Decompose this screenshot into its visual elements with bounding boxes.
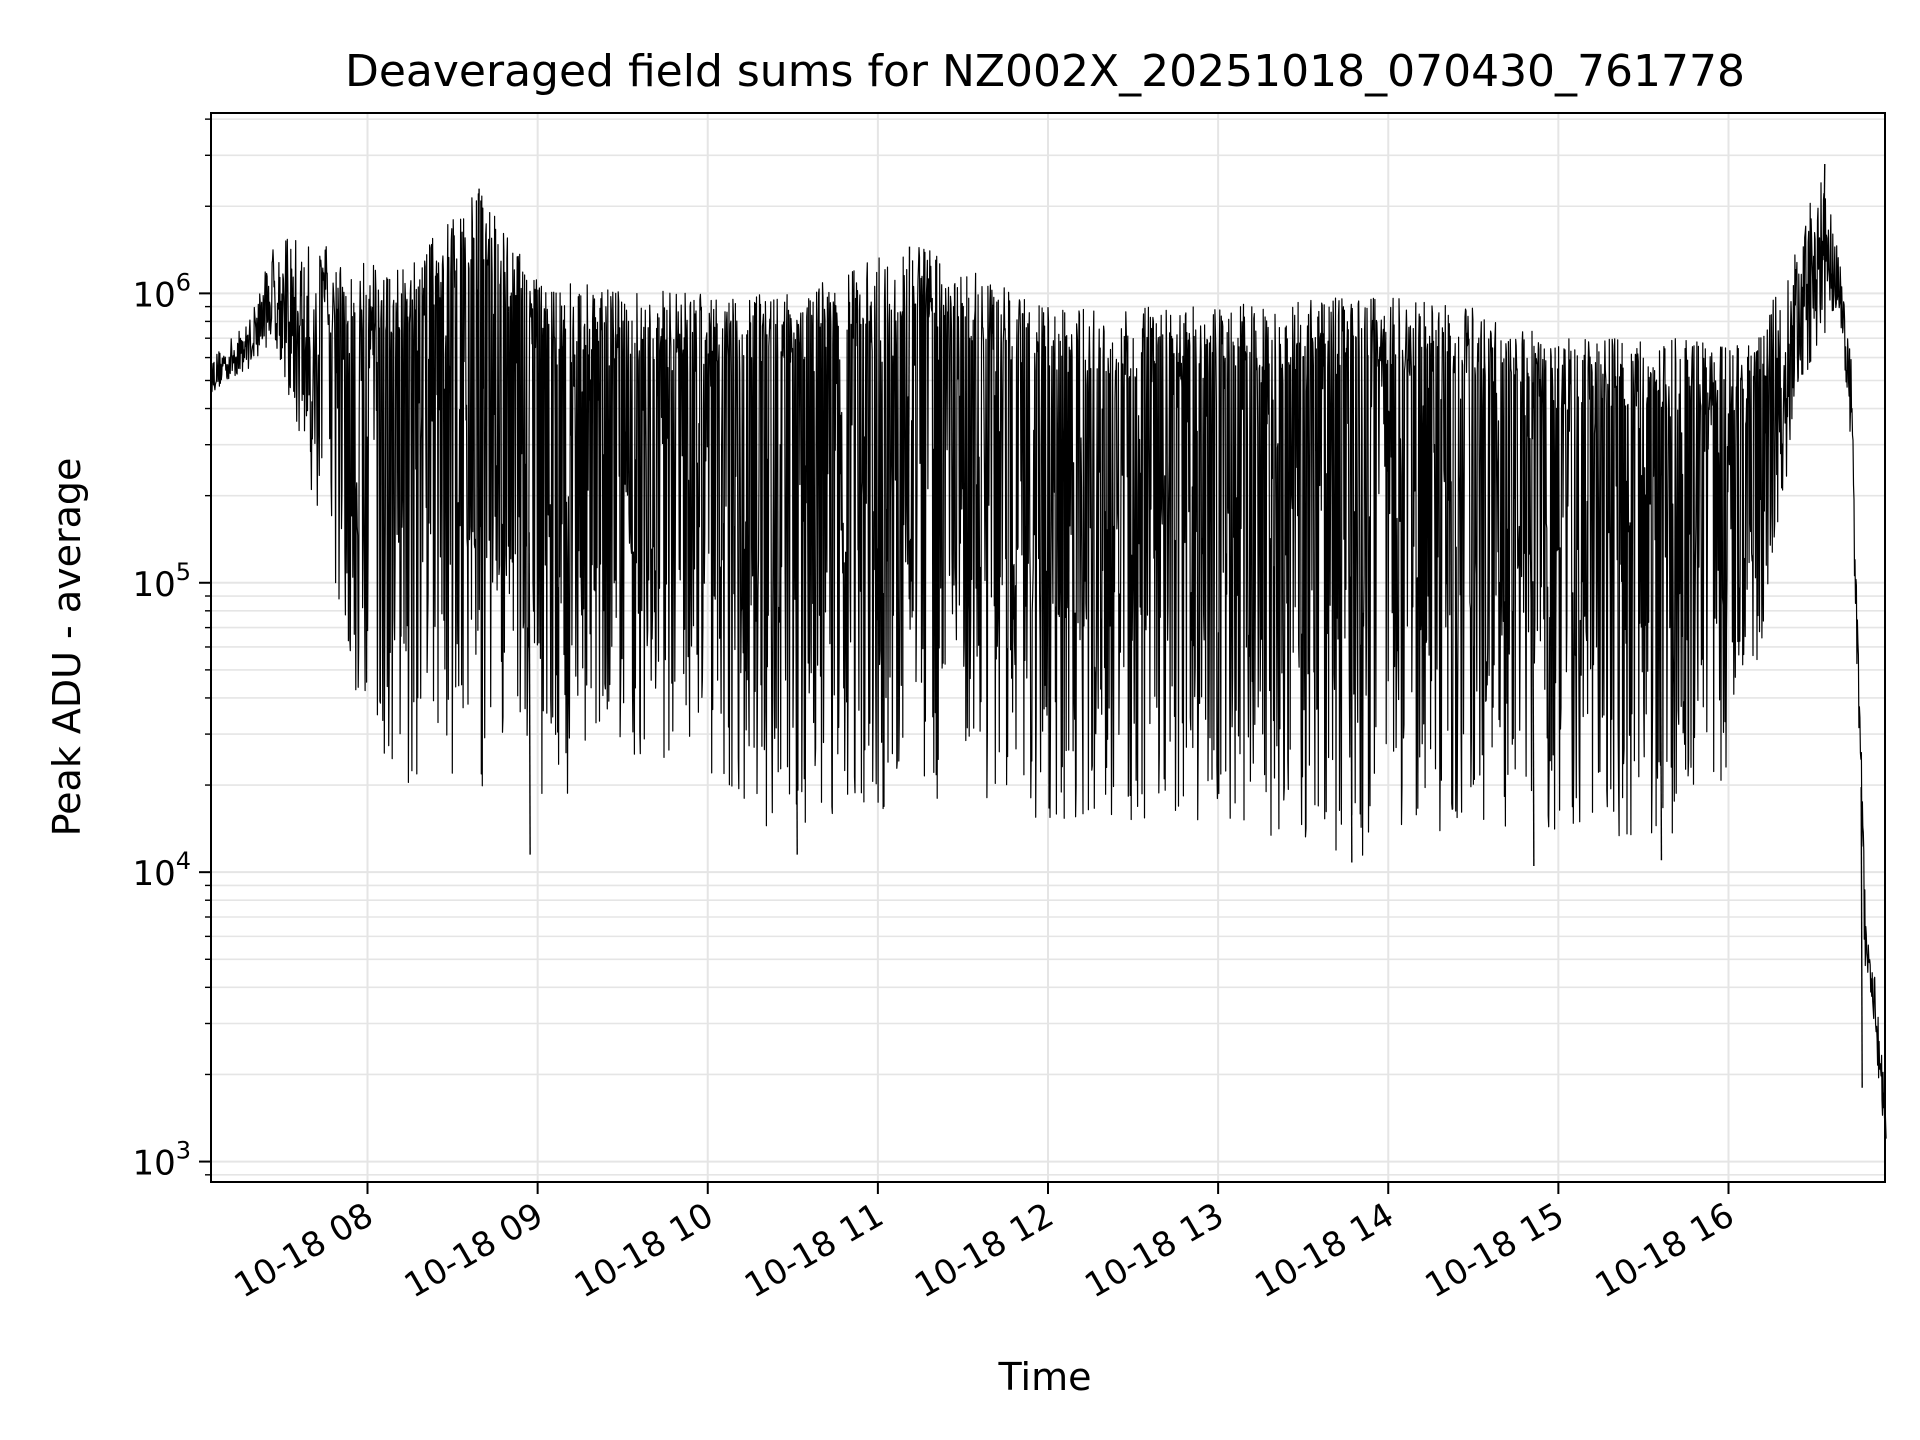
y-axis-label: Peak ADU - average [45,458,89,837]
spike-point [528,532,531,855]
grid [211,113,1885,1182]
spike-point [477,188,480,487]
spike-point [1659,588,1663,861]
spike-point [907,246,911,522]
spike-point [1860,787,1863,1088]
y-tick-label: 105 [132,558,191,605]
chart-title: Deaveraged field sums for NZ002X_2025101… [345,46,1745,97]
y-tick-label: 104 [132,847,191,894]
y-tick-label: 106 [132,268,191,315]
spike-point [1823,163,1826,256]
y-axis: 103 104 105 106 [132,118,211,1184]
y-tick-label: 103 [132,1137,191,1184]
series-line [210,182,1886,1119]
spike-point [1532,581,1535,867]
plot-area [210,163,1887,1139]
spike-point [795,569,798,855]
spike-point [1350,576,1353,863]
x-axis-label: Time [998,1355,1092,1399]
